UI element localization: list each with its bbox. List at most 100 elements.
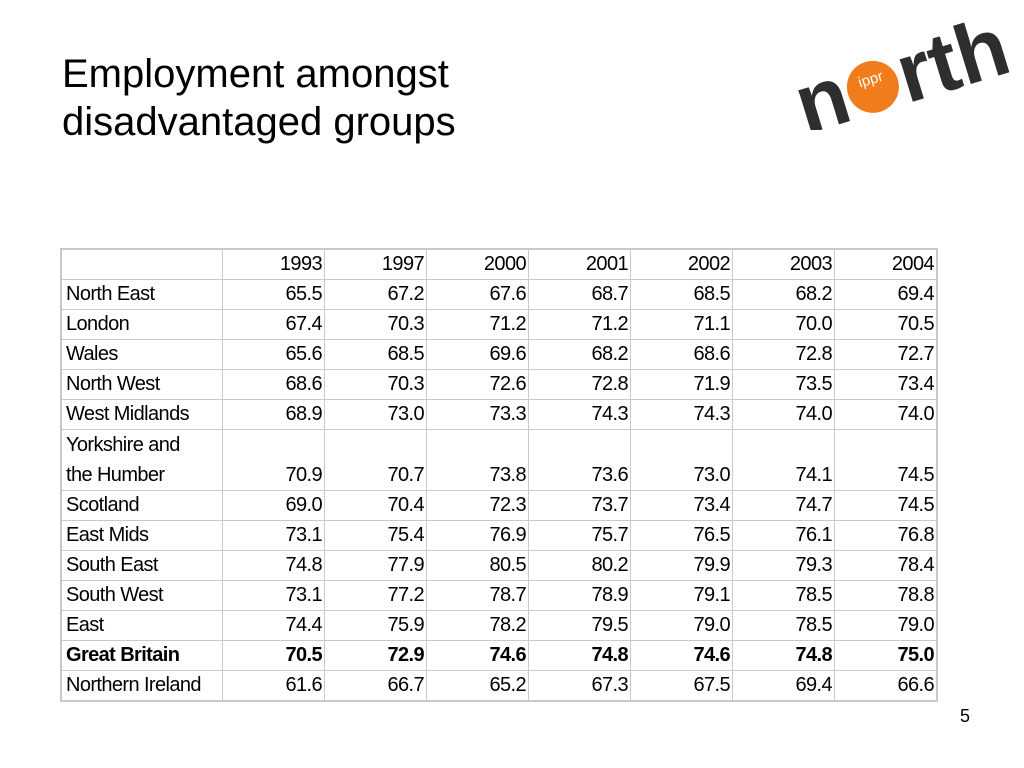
table-cell: 74.0 — [834, 399, 938, 430]
row-label-wales: Wales — [60, 339, 223, 370]
table-row: South West 73.1 77.2 78.7 78.9 79.1 78.5… — [60, 580, 938, 611]
slide-title-line-1: Employment amongst — [62, 52, 449, 96]
table-cell: 76.9 — [426, 520, 529, 551]
table-cell: 79.5 — [528, 610, 631, 641]
table-cell: 71.9 — [630, 369, 733, 400]
table-cell: 71.1 — [630, 309, 733, 340]
table-cell: 68.2 — [528, 339, 631, 370]
row-label-east: East — [60, 610, 223, 641]
table-cell: 65.2 — [426, 670, 529, 702]
table-cell: 68.9 — [222, 399, 325, 430]
row-label-east-mids: East Mids — [60, 520, 223, 551]
slide-title: Employment amongst disadvantaged groups — [62, 50, 582, 146]
table-cell: 75.7 — [528, 520, 631, 551]
table-cell: 70.3 — [324, 369, 427, 400]
table-cell: 73.6 — [528, 429, 631, 491]
table-cell: 73.0 — [324, 399, 427, 430]
table-cell: 74.8 — [528, 640, 631, 671]
table-cell: 78.5 — [732, 580, 835, 611]
table-row: East 74.4 75.9 78.2 79.5 79.0 78.5 79.0 — [60, 610, 938, 641]
table-cell: 70.0 — [732, 309, 835, 340]
table-cell: 73.1 — [222, 580, 325, 611]
row-label-london: London — [60, 309, 223, 340]
row-label-west-midlands: West Midlands — [60, 399, 223, 430]
table-cell: 61.6 — [222, 670, 325, 702]
table-cell: 74.3 — [528, 399, 631, 430]
table-cell: 80.2 — [528, 550, 631, 581]
table-cell: 68.5 — [324, 339, 427, 370]
table-cell: 78.9 — [528, 580, 631, 611]
table-cell: 78.7 — [426, 580, 529, 611]
table-cell: 72.8 — [528, 369, 631, 400]
table-cell: 73.0 — [630, 429, 733, 491]
table-cell: 68.2 — [732, 279, 835, 310]
table-cell: 69.6 — [426, 339, 529, 370]
table-row: Northern Ireland 61.6 66.7 65.2 67.3 67.… — [60, 670, 938, 702]
slide-title-line-2: disadvantaged groups — [62, 100, 456, 144]
table-cell: 78.8 — [834, 580, 938, 611]
table-cell: 76.5 — [630, 520, 733, 551]
table-cell: 66.7 — [324, 670, 427, 702]
table-cell: 73.8 — [426, 429, 529, 491]
table-cell: 74.3 — [630, 399, 733, 430]
logo-letters-rth: rth — [885, 2, 1016, 121]
table-cell: 70.5 — [834, 309, 938, 340]
logo-orange-dot — [846, 60, 899, 113]
table-cell: 67.5 — [630, 670, 733, 702]
year-header: 2003 — [732, 248, 835, 280]
year-header: 2000 — [426, 248, 529, 280]
table-row: West Midlands 68.9 73.0 73.3 74.3 74.3 7… — [60, 399, 938, 430]
table-cell: 70.4 — [324, 490, 427, 521]
year-header: 1993 — [222, 248, 325, 280]
table-cell: 68.5 — [630, 279, 733, 310]
row-label-south-west: South West — [60, 580, 223, 611]
table-row: South East 74.8 77.9 80.5 80.2 79.9 79.3… — [60, 550, 938, 581]
table-cell: 67.6 — [426, 279, 529, 310]
table-cell: 72.7 — [834, 339, 938, 370]
table-row: North West 68.6 70.3 72.6 72.8 71.9 73.5… — [60, 369, 938, 400]
row-label-yorkshire-and-the-humber: Yorkshire and the Humber — [60, 429, 223, 491]
table-cell: 67.2 — [324, 279, 427, 310]
year-header: 1997 — [324, 248, 427, 280]
year-header: 2002 — [630, 248, 733, 280]
table-cell: 67.3 — [528, 670, 631, 702]
table-cell: 69.4 — [834, 279, 938, 310]
table-row: London 67.4 70.3 71.2 71.2 71.1 70.0 70.… — [60, 309, 938, 340]
table-cell: 73.7 — [528, 490, 631, 521]
row-label-line-2: the Humber — [66, 464, 165, 486]
table-row: East Mids 73.1 75.4 76.9 75.7 76.5 76.1 … — [60, 520, 938, 551]
table-header-row: 1993 1997 2000 2001 2002 2003 2004 — [60, 248, 938, 280]
row-label-north-east: North East — [60, 279, 223, 310]
table-cell: 75.0 — [834, 640, 938, 671]
table-cell: 79.0 — [834, 610, 938, 641]
table-cell: 79.9 — [630, 550, 733, 581]
table-cell: 70.5 — [222, 640, 325, 671]
table-cell: 74.0 — [732, 399, 835, 430]
table-cell: 77.2 — [324, 580, 427, 611]
table-cell: 74.1 — [732, 429, 835, 491]
table-cell: 65.5 — [222, 279, 325, 310]
table-cell: 74.8 — [222, 550, 325, 581]
table-cell: 74.5 — [834, 490, 938, 521]
row-label-south-east: South East — [60, 550, 223, 581]
table-cell: 79.1 — [630, 580, 733, 611]
table-cell: 74.7 — [732, 490, 835, 521]
row-label-line-1: Yorkshire and — [66, 434, 180, 456]
table-cell: 66.6 — [834, 670, 938, 702]
table-cell: 68.6 — [630, 339, 733, 370]
row-label-north-west: North West — [60, 369, 223, 400]
table-cell: 72.3 — [426, 490, 529, 521]
table-cell: 74.4 — [222, 610, 325, 641]
table-cell: 72.9 — [324, 640, 427, 671]
table-row: Scotland 69.0 70.4 72.3 73.7 73.4 74.7 7… — [60, 490, 938, 521]
table-cell: 70.7 — [324, 429, 427, 491]
page-number: 5 — [959, 706, 970, 726]
table-row: Wales 65.6 68.5 69.6 68.2 68.6 72.8 72.7 — [60, 339, 938, 370]
row-label-northern-ireland: Northern Ireland — [60, 670, 223, 702]
table-cell: 74.6 — [630, 640, 733, 671]
table-cell: 67.4 — [222, 309, 325, 340]
header-corner-cell — [60, 248, 223, 280]
table-cell: 75.9 — [324, 610, 427, 641]
table-cell: 68.7 — [528, 279, 631, 310]
row-label-great-britain: Great Britain — [60, 640, 223, 671]
